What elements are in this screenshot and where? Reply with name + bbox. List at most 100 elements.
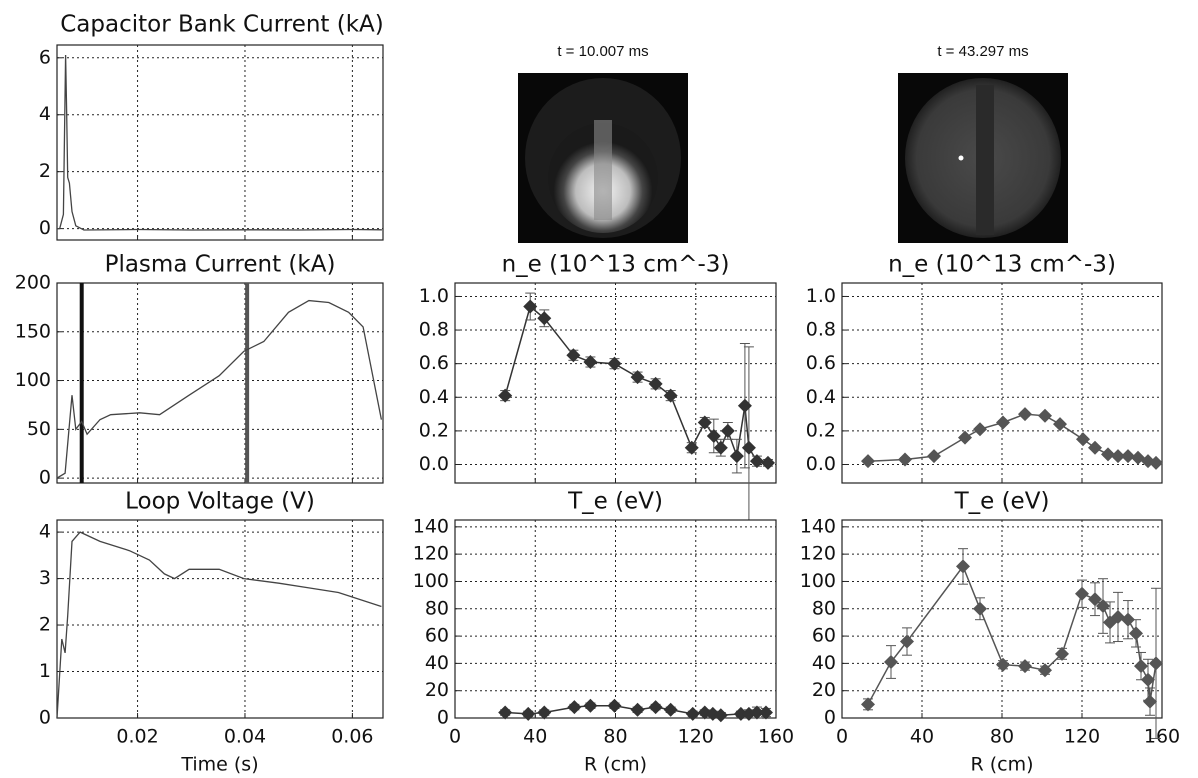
data-point	[973, 422, 987, 437]
y-tick-label: 100	[800, 570, 836, 592]
data-point	[1111, 609, 1125, 624]
data-point	[1075, 586, 1089, 601]
y-tick-label: 200	[15, 272, 51, 294]
y-tick-label: 0	[824, 707, 836, 729]
y-tick-label: 40	[812, 652, 836, 674]
y-tick-label: 150	[15, 320, 51, 342]
data-point	[648, 376, 663, 391]
data-point	[630, 370, 645, 385]
data-point	[1149, 656, 1163, 671]
data-point	[884, 655, 898, 670]
y-tick-label: 80	[812, 597, 836, 619]
data-point	[1053, 417, 1067, 432]
chart-title: T_e (eV)	[567, 489, 663, 515]
x-tick-label: 0.06	[331, 726, 373, 748]
data-point	[523, 299, 538, 314]
data-point	[1055, 646, 1069, 661]
y-tick-label: 120	[800, 543, 836, 565]
camera-image	[518, 73, 688, 243]
data-point	[713, 708, 728, 723]
data-point	[758, 705, 773, 720]
y-tick-label: 2	[39, 160, 51, 182]
y-tick-label: 120	[413, 543, 449, 565]
y-tick-label: 1	[39, 660, 51, 682]
data-line	[56, 531, 382, 719]
plot-frame	[841, 282, 1163, 484]
data-point	[537, 705, 552, 720]
y-tick-label: 40	[425, 652, 449, 674]
y-tick-label: 4	[39, 521, 51, 543]
chart-title: n_e (10^13 cm^-3)	[888, 252, 1116, 278]
data-point	[1149, 455, 1163, 470]
data-point	[567, 700, 582, 715]
data-point	[1134, 659, 1148, 674]
data-point	[685, 706, 700, 721]
data-point	[973, 601, 987, 616]
data-point	[566, 348, 581, 363]
y-tick-label: 60	[812, 625, 836, 647]
image-label: t = 43.297 ms	[937, 43, 1028, 60]
y-tick-label: 0	[39, 217, 51, 239]
y-tick-label: 80	[425, 597, 449, 619]
y-tick-label: 0.2	[806, 419, 836, 441]
y-tick-label: 60	[425, 625, 449, 647]
data-point	[741, 440, 756, 455]
data-point	[996, 657, 1010, 672]
y-tick-label: 0.8	[806, 319, 836, 341]
data-point	[749, 705, 764, 720]
data-point	[861, 454, 875, 469]
data-point	[1038, 408, 1052, 423]
chart-title: T_e (eV)	[954, 489, 1050, 515]
x-tick-label: 120	[1064, 726, 1100, 748]
data-point	[684, 440, 699, 455]
y-tick-label: 100	[15, 369, 51, 391]
y-tick-label: 0.6	[806, 352, 836, 374]
plot-frame	[454, 519, 777, 719]
y-tick-label: 1.0	[419, 285, 449, 307]
y-tick-label: 0.2	[419, 419, 449, 441]
plot-frame	[56, 282, 384, 484]
x-axis-label: R (cm)	[584, 754, 647, 776]
x-tick-label: 0	[449, 726, 461, 748]
data-point	[861, 697, 875, 712]
plot-area	[57, 283, 383, 483]
data-point	[733, 706, 748, 721]
data-point	[498, 388, 513, 403]
x-tick-label: 40	[523, 726, 547, 748]
camera-image	[898, 73, 1068, 243]
data-point	[1101, 447, 1115, 462]
y-tick-label: 20	[812, 679, 836, 701]
y-tick-label: 2	[39, 614, 51, 636]
y-tick-label: 140	[800, 515, 836, 537]
data-point	[996, 415, 1010, 430]
data-point	[697, 415, 712, 430]
plot-area	[455, 520, 776, 718]
data-point	[1096, 599, 1110, 614]
y-tick-label: 0	[437, 707, 449, 729]
data-point	[720, 423, 735, 438]
y-tick-label: 0.4	[806, 386, 836, 408]
x-tick-label: 80	[603, 726, 627, 748]
plot-frame	[841, 519, 1163, 719]
data-point	[521, 706, 536, 721]
y-tick-label: 50	[27, 418, 51, 440]
plot-frame	[56, 519, 384, 719]
data-point	[607, 698, 622, 713]
data-point	[630, 702, 645, 717]
data-point	[749, 454, 764, 469]
chart-title: Plasma Current (kA)	[105, 252, 336, 278]
x-axis-label: R (cm)	[970, 754, 1033, 776]
data-point	[1076, 432, 1090, 447]
chart-title: Capacitor Bank Current (kA)	[60, 12, 384, 38]
x-tick-label: 0	[836, 726, 848, 748]
data-point	[1143, 694, 1157, 709]
data-point	[583, 354, 598, 369]
y-tick-label: 6	[39, 46, 51, 68]
x-tick-label: 160	[1144, 726, 1180, 748]
chart-title: Loop Voltage (V)	[125, 489, 315, 515]
plot-area	[57, 45, 383, 240]
data-point	[956, 559, 970, 574]
x-tick-label: 80	[990, 726, 1014, 748]
data-line	[56, 299, 383, 479]
